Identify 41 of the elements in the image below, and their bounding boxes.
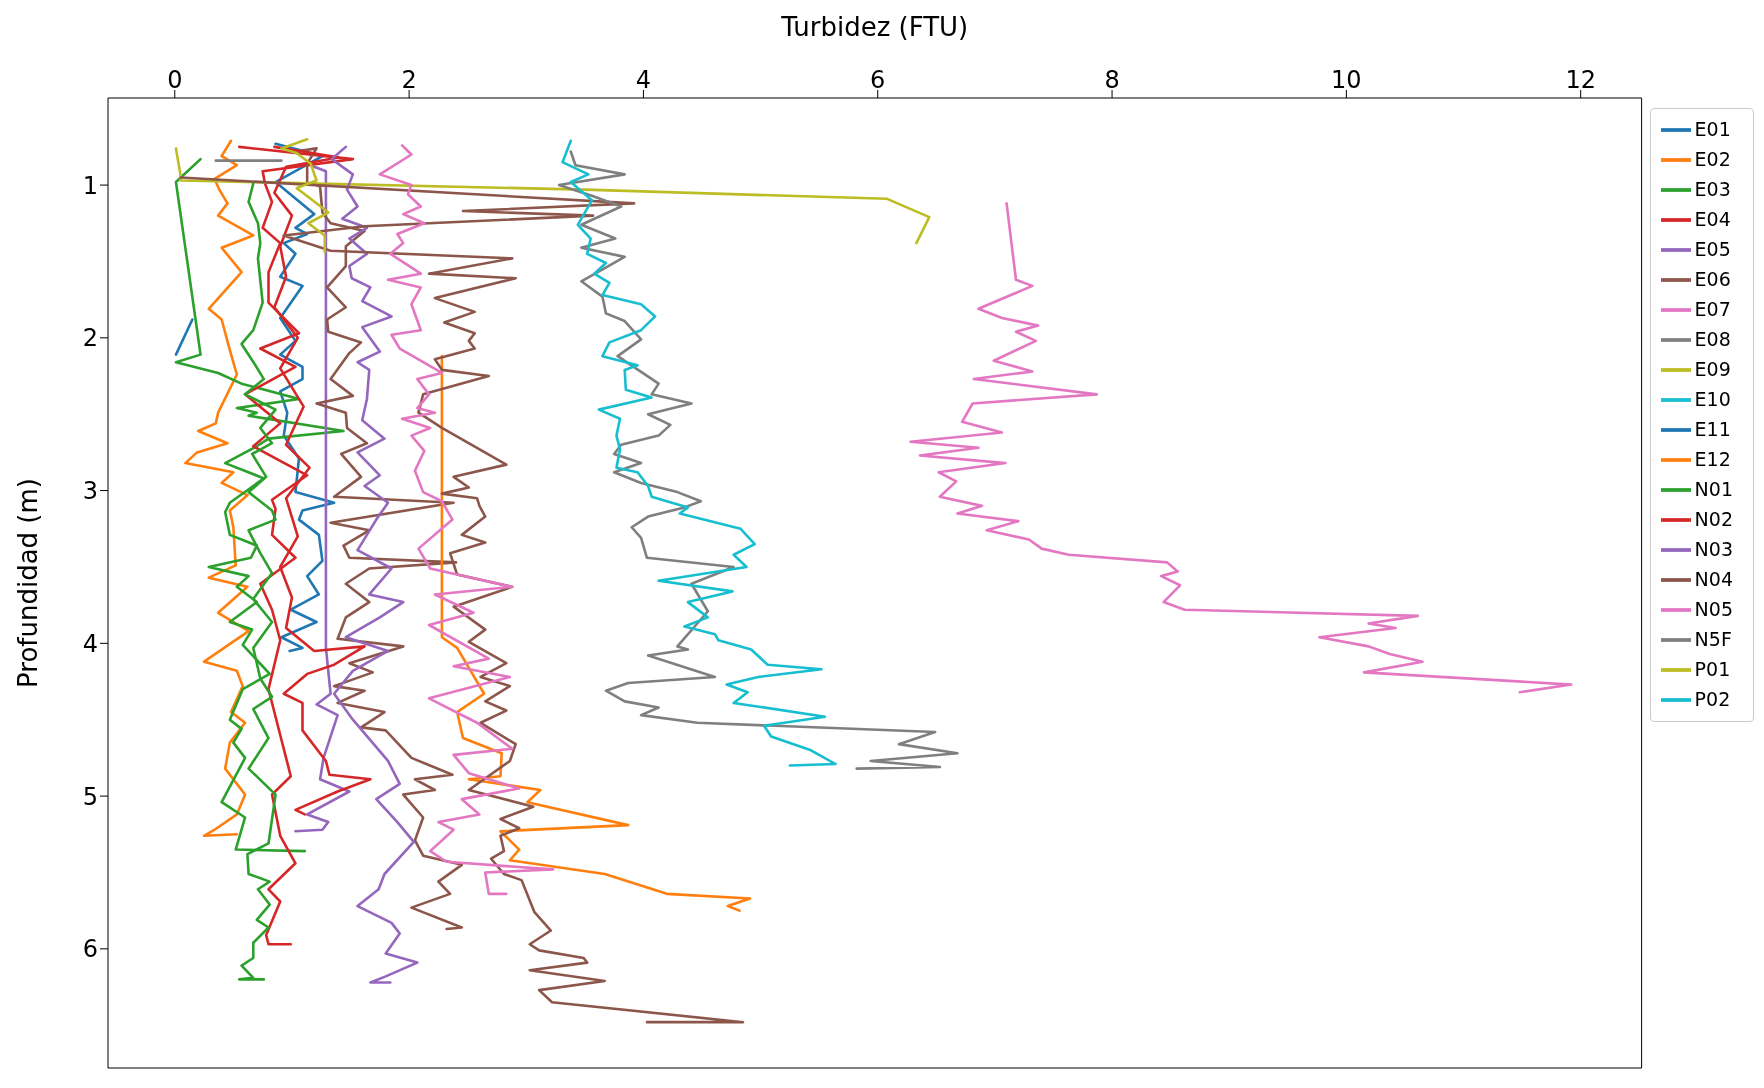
legend-label: N05 bbox=[1694, 597, 1733, 620]
y-tick-label: 2 bbox=[82, 324, 98, 353]
legend-label: E10 bbox=[1694, 387, 1731, 410]
line-series bbox=[561, 139, 837, 767]
legend-label: N01 bbox=[1694, 477, 1733, 500]
x-tick-label: 8 bbox=[1104, 66, 1120, 94]
legend-label: N03 bbox=[1694, 537, 1733, 560]
legend-label: P02 bbox=[1694, 687, 1731, 710]
line-series bbox=[557, 150, 959, 770]
x-tick-label: 0 bbox=[167, 66, 183, 94]
legend-label: P01 bbox=[1694, 657, 1731, 680]
legend-label: E02 bbox=[1694, 147, 1731, 170]
legend-label: E09 bbox=[1694, 357, 1731, 380]
x-tick-label: 6 bbox=[870, 66, 886, 94]
x-tick-label: 2 bbox=[401, 66, 417, 94]
legend-label: E01 bbox=[1694, 117, 1731, 140]
y-tick-label: 5 bbox=[82, 782, 98, 811]
y-axis-title: Profundidad (m) bbox=[13, 478, 44, 688]
legend-label: E12 bbox=[1694, 447, 1731, 470]
line-series bbox=[378, 144, 555, 896]
legend-label: E06 bbox=[1694, 267, 1731, 290]
legend-label: E08 bbox=[1694, 327, 1731, 350]
legend-label: N04 bbox=[1694, 567, 1733, 590]
legend-label: N5F bbox=[1694, 627, 1732, 650]
legend-label: N02 bbox=[1694, 507, 1733, 530]
legend-label: E04 bbox=[1694, 207, 1731, 230]
legend-label: E05 bbox=[1694, 237, 1731, 260]
x-tick-label: 10 bbox=[1331, 66, 1362, 94]
legend-label: E03 bbox=[1694, 177, 1731, 200]
line-series bbox=[184, 139, 255, 838]
legend-label: E07 bbox=[1694, 297, 1731, 320]
legend-label: E11 bbox=[1694, 417, 1731, 440]
line-series bbox=[909, 202, 1573, 694]
x-tick-label: 12 bbox=[1565, 66, 1596, 94]
x-tick-label: 4 bbox=[635, 66, 652, 94]
x-axis-title: Turbidez (FTU) bbox=[780, 12, 969, 43]
line-series bbox=[440, 354, 752, 912]
y-tick-label: 1 bbox=[82, 171, 98, 200]
y-tick-label: 4 bbox=[82, 629, 98, 658]
y-tick-label: 6 bbox=[82, 935, 98, 964]
y-tick-label: 3 bbox=[82, 477, 98, 506]
